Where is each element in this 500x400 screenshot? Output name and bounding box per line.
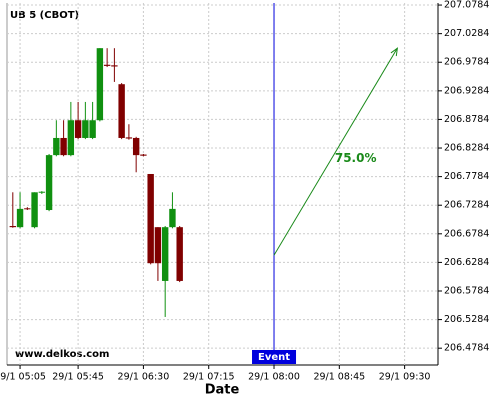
- y-tick-label: 206.6784: [444, 228, 489, 239]
- arrow-head: [390, 47, 399, 57]
- x-tick-label: 29/1 06:30: [118, 372, 170, 383]
- forecast-label: 75.0%: [335, 151, 377, 165]
- y-tick-label: 206.5284: [444, 314, 489, 325]
- candle-body: [38, 191, 46, 193]
- x-tick-label: 29/1 05:05: [0, 372, 46, 383]
- candle-body: [103, 64, 111, 66]
- candle-body: [67, 120, 75, 156]
- candle-body: [176, 227, 183, 281]
- candle-body: [147, 173, 154, 264]
- candle-body: [9, 226, 17, 228]
- candle-body: [132, 137, 140, 156]
- chart-title: UB 5 (CBOT): [10, 10, 79, 21]
- x-tick-label: 29/1 08:45: [313, 372, 365, 383]
- candle-body: [60, 137, 67, 156]
- y-tick-label: 207.0284: [444, 28, 489, 39]
- candle-body: [24, 208, 31, 210]
- y-tick-label: 206.5784: [444, 285, 489, 296]
- candle-body: [74, 120, 82, 138]
- y-tick-label: 206.8784: [444, 114, 489, 125]
- candle-body: [169, 208, 176, 228]
- x-axis-label: Date: [205, 383, 240, 398]
- event-label-box: [252, 350, 297, 364]
- x-tick-label: 29/1 07:15: [183, 372, 235, 383]
- candle-body: [89, 120, 96, 138]
- candle-body: [53, 137, 60, 156]
- candle-body: [140, 154, 147, 156]
- candle-body: [111, 65, 118, 67]
- candle-body: [82, 120, 89, 138]
- x-tick-label: 29/1 05:45: [52, 372, 104, 383]
- y-tick-label: 206.9284: [444, 85, 489, 96]
- candle-body: [154, 227, 162, 264]
- y-tick-label: 206.7784: [444, 171, 489, 182]
- y-tick-label: 206.7284: [444, 200, 489, 211]
- x-tick-label: 29/1 08:00: [248, 372, 300, 383]
- y-tick-label: 207.0784: [444, 0, 489, 11]
- y-tick-label: 206.8284: [444, 143, 489, 154]
- event-label: Event: [258, 352, 290, 363]
- candle-body: [45, 155, 53, 211]
- watermark: www.delkos.com: [15, 349, 109, 360]
- y-tick-label: 206.4784: [444, 343, 489, 354]
- candle-body: [96, 48, 104, 121]
- candle-body: [161, 227, 169, 281]
- y-tick-label: 206.9784: [444, 57, 489, 68]
- candle-body: [118, 84, 125, 138]
- candle-body: [16, 208, 24, 228]
- y-tick-label: 206.6284: [444, 257, 489, 268]
- candle-body: [125, 137, 133, 139]
- candle-body: [31, 192, 38, 228]
- forecast-arrow: [273, 47, 398, 256]
- x-tick-label: 29/1 09:30: [379, 372, 431, 383]
